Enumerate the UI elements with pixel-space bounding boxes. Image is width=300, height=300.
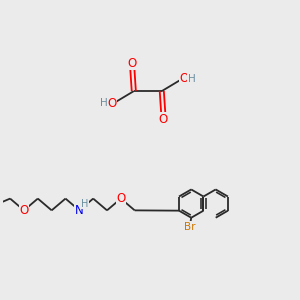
Text: O: O xyxy=(179,72,188,85)
Text: O: O xyxy=(20,204,28,217)
Text: N: N xyxy=(75,204,84,217)
Text: Br: Br xyxy=(184,222,196,232)
Text: H: H xyxy=(100,98,108,109)
Text: O: O xyxy=(159,112,168,126)
Text: O: O xyxy=(128,57,137,70)
Text: O: O xyxy=(116,192,125,205)
Text: O: O xyxy=(107,97,116,110)
Text: H: H xyxy=(81,199,88,209)
Text: H: H xyxy=(188,74,196,84)
